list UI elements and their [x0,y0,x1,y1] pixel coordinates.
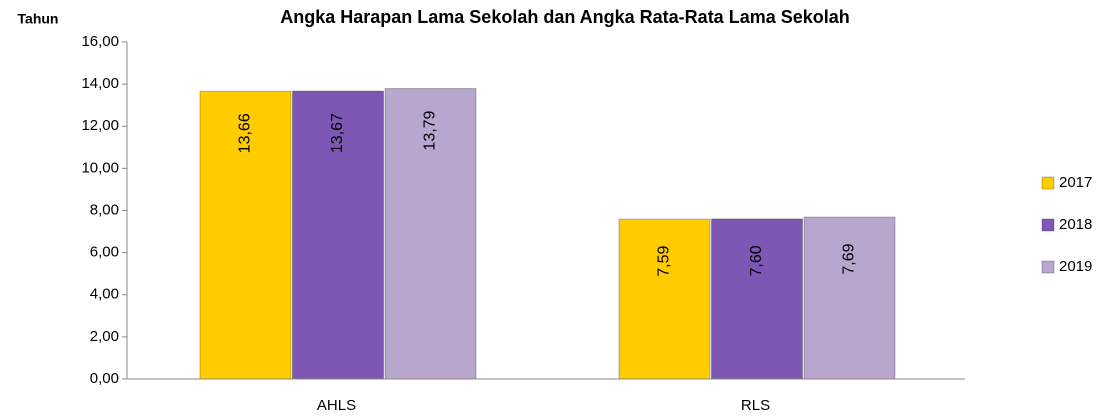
legend-swatch [1041,176,1055,190]
value-label: 13,67 [329,113,346,153]
y-tick-label: 4,00 [90,286,119,303]
value-label: 7,59 [656,245,673,276]
y-tick-label: 0,00 [90,370,119,387]
legend-swatch [1041,218,1055,232]
y-tick-label: 2,00 [90,328,119,345]
legend-swatch [1041,260,1055,274]
bar [711,218,803,380]
y-tick-label: 8,00 [90,201,119,218]
bar [803,216,896,380]
y-tick-label: 12,00 [81,117,119,134]
y-tick-label: 10,00 [81,159,119,176]
x-tick-label: RLS [741,397,770,414]
value-label: 13,79 [422,110,439,150]
value-label: 13,66 [237,113,254,153]
value-label: 7,69 [841,243,858,274]
value-label: 7,60 [748,245,765,276]
legend-label: 2017 [1059,174,1092,191]
bar [199,90,292,380]
chart-title: Angka Harapan Lama Sekolah dan Angka Rat… [280,7,850,27]
y-tick-label: 6,00 [90,244,119,261]
y-axis-label: Tahun [18,11,59,27]
legend-label: 2018 [1059,216,1092,233]
y-tick-label: 16,00 [81,33,119,50]
legend-label: 2019 [1059,258,1092,275]
y-tick-label: 14,00 [81,75,119,92]
bar [292,90,384,380]
x-tick-label: AHLS [317,397,356,414]
bar [618,218,711,380]
